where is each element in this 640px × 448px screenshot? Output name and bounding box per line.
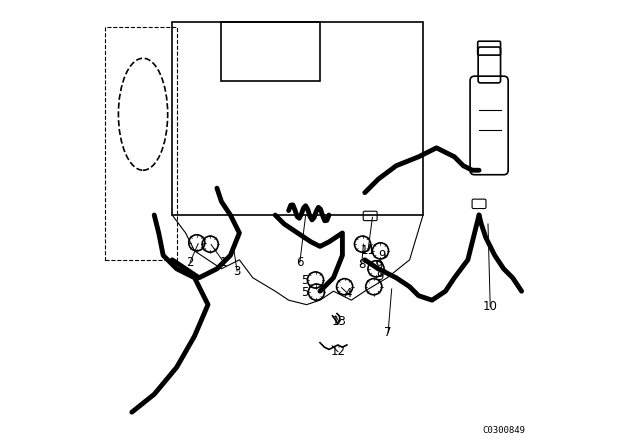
Text: 11: 11 (360, 244, 376, 258)
Text: 5: 5 (301, 285, 309, 299)
Text: 3: 3 (234, 264, 241, 278)
Text: 12: 12 (330, 345, 346, 358)
Text: 10: 10 (483, 300, 498, 314)
Text: 13: 13 (332, 314, 346, 328)
Text: 1: 1 (220, 255, 227, 269)
Text: 5: 5 (301, 273, 309, 287)
Text: 7: 7 (385, 326, 392, 339)
Text: C0300849: C0300849 (482, 426, 525, 435)
Text: 9: 9 (376, 270, 384, 283)
Text: 9: 9 (376, 258, 383, 272)
Text: 4: 4 (344, 287, 351, 300)
Text: 6: 6 (296, 255, 303, 269)
Text: 9: 9 (378, 249, 385, 262)
Text: 2: 2 (186, 255, 194, 269)
Text: 8: 8 (358, 258, 365, 271)
